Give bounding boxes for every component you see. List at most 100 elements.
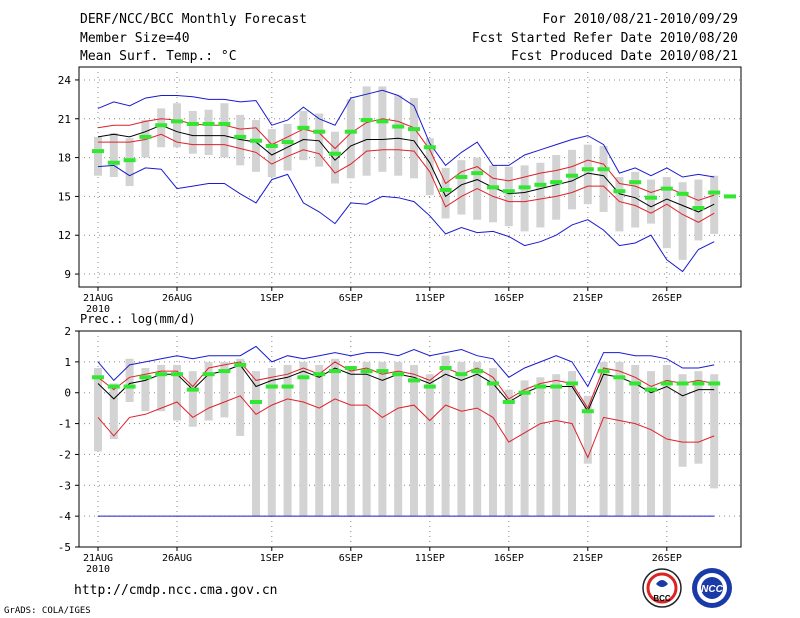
prec-box xyxy=(504,389,513,517)
prec-median-mark xyxy=(408,378,420,383)
prec-box xyxy=(441,355,450,517)
temp-x-tick-label: 21SEP xyxy=(573,293,603,304)
prec-median-mark xyxy=(234,362,247,367)
prec-box xyxy=(425,374,434,517)
temp-box xyxy=(678,182,687,260)
prec-median-mark xyxy=(281,384,294,389)
prec-median-mark xyxy=(613,375,626,380)
prec-box xyxy=(252,371,260,517)
prec-median-mark xyxy=(313,372,326,377)
temp-median-mark xyxy=(708,190,721,195)
temp-median-mark xyxy=(487,185,499,190)
prec-box xyxy=(457,361,466,517)
prec-median-mark xyxy=(329,369,341,374)
temp-median-mark xyxy=(250,138,262,143)
prec-median-mark xyxy=(566,381,578,386)
prec-median-mark xyxy=(439,366,452,371)
temp-x-tick-label: 26SEP xyxy=(652,293,682,304)
prec-box xyxy=(125,358,134,402)
temp-y-tick-label: 15 xyxy=(58,190,71,203)
temp-median-mark xyxy=(218,121,231,126)
chart-title: DERF/NCC/BCC Monthly Forecast xyxy=(80,12,307,27)
forecast-started-date: Fcst Started Refer Date 2010/08/20 xyxy=(471,31,738,46)
prec-box xyxy=(346,368,355,517)
member-size: Member Size=40 xyxy=(80,31,190,46)
temp-median-mark xyxy=(613,189,626,194)
prec-median-mark xyxy=(107,384,120,389)
temp-x-tick-label: 21AUG xyxy=(83,293,113,304)
temp-median-mark xyxy=(329,151,341,156)
temp-box xyxy=(647,179,655,224)
prec-year-label: 2010 xyxy=(86,564,110,575)
prec-x-tick-label: 1SEP xyxy=(260,553,284,564)
prec-median-mark xyxy=(344,366,357,371)
prec-box xyxy=(109,383,118,439)
prec-y-tick-label: -4 xyxy=(58,510,72,523)
temp-median-mark xyxy=(107,160,120,165)
prec-x-tick-label: 21SEP xyxy=(573,553,603,564)
temp-box xyxy=(362,86,371,176)
prec-median-mark xyxy=(471,369,484,374)
prec-median-mark xyxy=(487,381,499,386)
prec-box xyxy=(473,361,482,517)
temp-box xyxy=(236,114,245,166)
temp-panel: 9 12 15 18 21 24 21AUG 26AUG 1SEP 6SEP 11SEP 16SEP 2… xyxy=(58,66,742,315)
variable-label: Mean Surf. Temp.: °C xyxy=(80,49,237,64)
forecast-produced-date: Fcst Produced Date 2010/08/21 xyxy=(511,49,738,64)
temp-y-tick-label: 9 xyxy=(64,268,71,281)
temp-box xyxy=(504,166,513,227)
prec-median-mark xyxy=(708,381,721,386)
temp-mean_minus_sd-line xyxy=(98,133,715,223)
prec-median-mark xyxy=(518,390,531,395)
temp-median-mark xyxy=(297,125,310,130)
prec-median-mark xyxy=(660,381,673,386)
temp-box xyxy=(489,165,497,223)
temp-median-mark xyxy=(471,171,484,176)
prec-box xyxy=(615,361,624,517)
prec-median-mark xyxy=(218,369,231,374)
prec-median-mark xyxy=(297,375,310,380)
temp-median-mark xyxy=(344,129,357,134)
temp-median-mark xyxy=(376,119,389,124)
temp-box xyxy=(536,162,545,228)
prec-median-mark xyxy=(139,375,152,380)
temp-median-mark xyxy=(123,158,136,163)
prec-median-mark xyxy=(265,384,278,389)
prec-box xyxy=(236,358,245,436)
prec-median-mark xyxy=(423,384,436,389)
prec-box xyxy=(568,371,576,517)
temp-median-mark xyxy=(202,121,215,126)
prec-box xyxy=(94,368,102,452)
prec-box xyxy=(362,361,371,517)
prec-median-mark xyxy=(171,372,183,377)
temp-box xyxy=(394,95,403,176)
prec-mean_plus_sd-line xyxy=(97,361,715,410)
prec-panel: -5 -4 -3 -2 -1 0 1 2 21AUG 26AUG 1SEP 6SEP 11SEP 16SE… xyxy=(58,325,742,575)
footer-url[interactable]: http://cmdp.ncc.cma.gov.cn xyxy=(74,583,278,598)
temp-median-mark xyxy=(534,182,547,187)
temp-box xyxy=(457,160,466,215)
temp-median-mark xyxy=(265,143,278,148)
temp-box xyxy=(299,111,308,161)
prec-median-mark xyxy=(645,387,657,392)
prec-box xyxy=(552,374,561,517)
prec-box xyxy=(536,377,545,517)
temp-box xyxy=(662,177,671,249)
temp-max-line xyxy=(97,89,715,178)
prec-y-tick-label: -1 xyxy=(58,418,71,431)
temp-box xyxy=(188,111,197,154)
temp-median-mark xyxy=(423,145,436,150)
temp-box xyxy=(94,136,102,176)
temp-median-mark xyxy=(313,129,326,134)
prec-median-mark xyxy=(202,372,215,377)
temp-box xyxy=(252,120,260,172)
temp-box xyxy=(410,98,418,179)
prec-y-tick-label: 0 xyxy=(64,387,71,400)
prec-median-mark xyxy=(455,372,468,377)
prec-box xyxy=(157,364,166,412)
temp-x-tick-label: 26AUG xyxy=(162,293,192,304)
temp-median-mark xyxy=(518,185,531,190)
temp-median-mark xyxy=(502,189,515,194)
prec-median-mark xyxy=(123,384,136,389)
prec-median-mark xyxy=(581,409,594,414)
